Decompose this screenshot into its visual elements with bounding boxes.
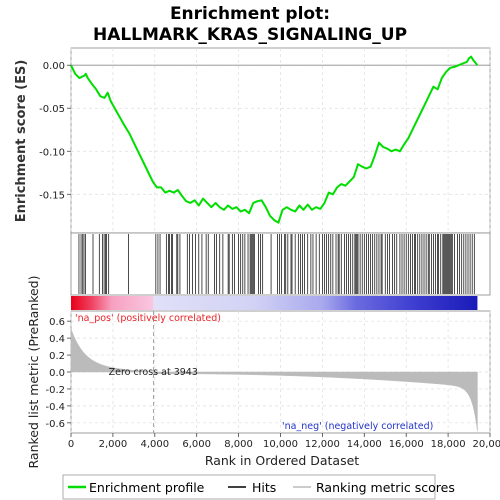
x-tick-label: 0: [68, 439, 74, 450]
rank-y-tick-label: 0.6: [49, 317, 65, 328]
x-tick-label: 12,000: [305, 439, 340, 450]
x-tick-label: 18,000: [431, 439, 466, 450]
es-y-tick-label: 0.00: [43, 61, 65, 72]
legend-frame: [62, 474, 436, 500]
chart-title-line2: HALLMARK_KRAS_SIGNALING_UP: [93, 25, 407, 45]
rank-y-tick-label: -0.2: [45, 385, 65, 396]
legend-hits-label: Hits: [252, 480, 276, 495]
rank-y-tick-label: 0.4: [49, 334, 65, 345]
es-y-tick-label: -0.05: [39, 104, 65, 115]
x-tick-label: 16,000: [389, 439, 424, 450]
es-y-axis-label: Enrichment score (ES): [14, 60, 29, 223]
hit-marks: [78, 234, 475, 294]
ranked-metric-panel: Zero cross at 3943 'na_pos' (positively …: [26, 276, 491, 469]
x-tick-label: 6,000: [182, 439, 211, 450]
hits-panel-frame: [70, 232, 491, 296]
es-y-ticks: 0.00 -0.05 -0.10 -0.15: [39, 61, 71, 201]
x-tick-label: 14,000: [347, 439, 382, 450]
legend-es-label: Enrichment profile: [89, 480, 205, 495]
rank-y-tick-label: -0.6: [45, 419, 65, 430]
x-tick-label: 20,000: [473, 439, 500, 450]
pos-correlated-label: 'na_pos' (positively correlated): [75, 313, 221, 324]
ranking-colorbar: [71, 296, 478, 310]
x-axis-ticks: 0 2,000 4,000 6,000 8,000 10,000 12,000 14,000 1…: [68, 433, 500, 450]
legend: Enrichment profile Hits Ranking metric s…: [62, 474, 455, 500]
es-panel: 0.00 -0.05 -0.10 -0.15 Enrichment score (ES…: [14, 47, 491, 234]
rank-y-tick-label: -0.4: [45, 402, 65, 413]
chart-title-line1: Enrichment plot:: [170, 4, 330, 24]
x-tick-label: 4,000: [140, 439, 169, 450]
legend-metric-label: Ranking metric scores: [316, 480, 455, 495]
x-tick-label: 8,000: [224, 439, 253, 450]
rank-y-tick-label: 0.0: [49, 368, 65, 379]
ranking-metric-area: [70, 328, 478, 432]
ranked-metric-y-ticks: 0.6 0.4 0.2 0.0 -0.2 -0.4 -0.6: [45, 317, 71, 430]
es-profile-line: [70, 55, 479, 224]
zero-cross-label: Zero cross at 3943: [109, 367, 198, 378]
x-tick-label: 10,000: [263, 439, 298, 450]
colorbar-gradient: [71, 296, 478, 310]
ranked-metric-y-axis-label: Ranked list metric (PreRanked): [26, 276, 41, 469]
x-tick-label: 2,000: [99, 439, 128, 450]
x-axis-label: Rank in Ordered Dataset: [205, 453, 359, 468]
es-y-tick-label: -0.10: [39, 147, 65, 158]
neg-correlated-label: 'na_neg' (negatively correlated): [282, 421, 433, 432]
hits-panel: [70, 232, 491, 296]
rank-y-tick-label: 0.2: [49, 351, 65, 362]
es-y-tick-label: -0.15: [39, 190, 65, 201]
